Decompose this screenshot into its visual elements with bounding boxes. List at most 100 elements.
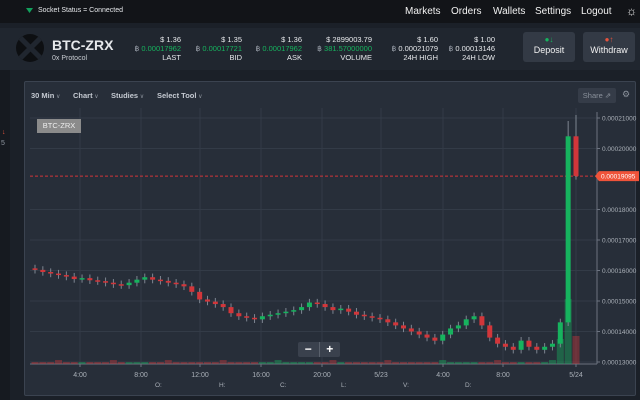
nav-markets[interactable]: Markets	[405, 6, 441, 17]
share-button[interactable]: Share ⇗	[578, 88, 616, 103]
y-tick-label: 0.00014000	[602, 329, 637, 336]
stat-label: 24H HIGH	[403, 53, 438, 62]
select-tool-dropdown[interactable]: Select Tool	[157, 91, 203, 100]
x-tick-label: 8:00	[134, 372, 148, 379]
volume-bar	[149, 362, 157, 364]
sun-settings-icon[interactable]: ☼	[626, 4, 637, 18]
y-tick-label: 0.00018000	[602, 207, 637, 214]
volume-bar	[321, 362, 329, 364]
deposit-button[interactable]: ●↓ Deposit	[523, 32, 575, 62]
ohlc-label: L:	[341, 382, 347, 389]
candle	[518, 340, 524, 350]
volume-bar	[47, 362, 55, 364]
candle	[416, 331, 422, 335]
candle	[134, 279, 140, 283]
interval-dropdown[interactable]: 30 Min	[31, 91, 60, 100]
candle	[557, 322, 563, 344]
candle	[56, 273, 62, 276]
candle	[79, 278, 85, 280]
candle	[228, 307, 234, 314]
pair-title: BTC-ZRX	[52, 37, 114, 53]
candle	[236, 313, 242, 317]
candle	[244, 316, 250, 318]
pair-name: 0x Protocol	[52, 55, 88, 62]
y-tick-label: 0.00017000	[602, 238, 637, 245]
volume-bar	[235, 362, 243, 364]
volume-bar	[172, 362, 180, 364]
stat-label: LAST	[162, 53, 181, 62]
candle	[314, 302, 320, 305]
volume-bar	[501, 362, 509, 364]
nav-logout[interactable]: Logout	[581, 6, 612, 17]
candle	[173, 282, 179, 285]
candle	[71, 276, 77, 280]
candle	[526, 340, 532, 347]
zoom-out-button[interactable]: −	[298, 342, 320, 357]
chart-dropdown[interactable]: Chart	[73, 91, 99, 100]
btc-icon: ฿	[317, 44, 322, 53]
candle	[40, 269, 46, 273]
candle	[118, 284, 124, 286]
stat-24h-high: $ 1.60 ฿ 0.00021079 24H HIGH	[392, 35, 439, 62]
candle	[377, 317, 383, 320]
candle	[471, 316, 477, 320]
candle	[424, 334, 430, 338]
left-panel	[0, 70, 10, 400]
candle	[440, 334, 446, 341]
stat-usd: $ 1.35	[221, 35, 242, 44]
withdraw-button[interactable]: ●↑ Withdraw	[583, 32, 635, 62]
x-tick-label: 12:00	[191, 372, 209, 379]
nav-settings[interactable]: Settings	[535, 6, 572, 17]
volume-bar	[70, 362, 78, 364]
volume-bar	[329, 360, 337, 364]
deposit-icon: ●↓	[544, 35, 554, 44]
candle	[32, 268, 38, 270]
volume-bar	[431, 362, 439, 364]
volume-bar	[274, 360, 282, 364]
volume-bar	[266, 362, 274, 364]
stat-label: BID	[229, 53, 242, 62]
candle	[63, 275, 69, 277]
candle	[275, 313, 281, 315]
volume-bar	[376, 362, 384, 364]
candle	[48, 272, 54, 274]
volume-bar	[102, 362, 110, 364]
candle	[267, 314, 273, 317]
volume-bar	[439, 360, 447, 364]
stat-usd: $ 2899003.79	[326, 35, 372, 44]
ohlc-label: D:	[465, 382, 472, 389]
studies-dropdown[interactable]: Studies	[111, 91, 144, 100]
stat-last: $ 1.36 ฿ 0.00017962 LAST	[135, 35, 182, 62]
candle	[142, 277, 148, 280]
zrx-logo	[16, 34, 44, 62]
stat-btc-value: 381.57000000	[324, 44, 372, 53]
volume-bar	[313, 362, 321, 364]
candle	[299, 307, 305, 311]
gear-icon[interactable]: ⚙	[622, 89, 631, 99]
stat-label: ASK	[286, 53, 302, 62]
candle	[432, 337, 438, 341]
candle	[306, 302, 312, 308]
zoom-in-button[interactable]: +	[326, 342, 334, 356]
share-icon: ⇗	[604, 91, 612, 100]
volume-bar	[423, 362, 431, 364]
candle	[322, 304, 328, 308]
volume-bar	[109, 360, 117, 364]
btc-icon: ฿	[255, 44, 261, 53]
candle	[510, 346, 516, 350]
stat-btc-value: 0.00013146	[455, 44, 495, 53]
candle	[259, 316, 265, 320]
candle	[95, 280, 101, 282]
volume-bar	[78, 362, 86, 364]
candle	[495, 337, 501, 344]
stat-label: 24H LOW	[462, 53, 495, 62]
stat-btc: ฿ 0.00021079	[392, 44, 439, 53]
volume-bar	[55, 360, 63, 364]
nav-wallets[interactable]: Wallets	[493, 6, 526, 17]
nav-orders[interactable]: Orders	[451, 6, 482, 17]
stat-ask: $ 1.36 ฿ 0.00017962 ASK	[256, 35, 303, 62]
stat-usd: $ 1.36	[281, 35, 302, 44]
candle	[542, 346, 548, 350]
stat-btc-value: 0.00017962	[262, 44, 302, 53]
